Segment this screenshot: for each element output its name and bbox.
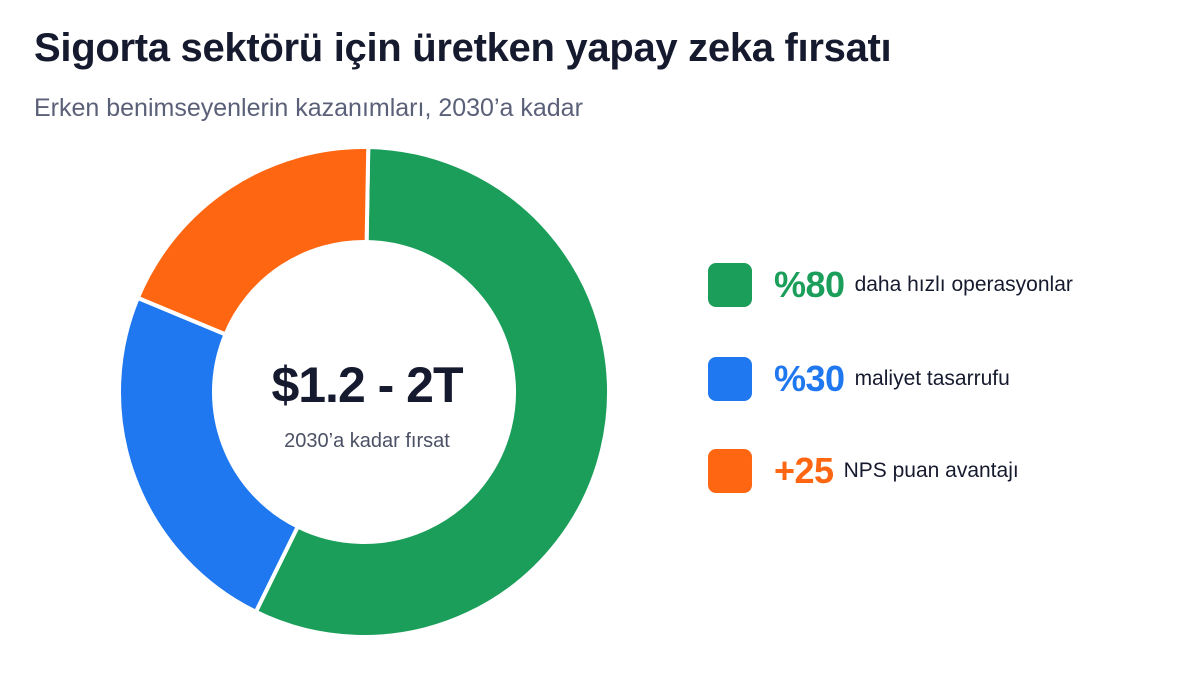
legend-label: daha hızlı operasyonlar xyxy=(854,273,1073,296)
legend-item-nps: +25 NPS puan avantajı xyxy=(708,448,1019,494)
legend-value: +25 xyxy=(774,450,834,491)
donut-slice-operations xyxy=(253,145,611,639)
legend-label: maliyet tasarrufu xyxy=(854,367,1010,390)
center-value: $1.2 - 2T xyxy=(271,357,463,413)
legend-value: %30 xyxy=(774,358,845,399)
center-caption: 2030’a kadar fırsat xyxy=(284,430,450,452)
donut-slice-cost-savings xyxy=(117,295,300,614)
legend-label: NPS puan avantajı xyxy=(843,459,1019,482)
donut-slice-nps xyxy=(135,145,371,337)
legend-item-operations: %80 daha hızlı operasyonlar xyxy=(708,262,1073,308)
legend-value: %80 xyxy=(774,264,845,305)
legend-swatch-green xyxy=(708,263,752,307)
page-title: Sigorta sektörü için üretken yapay zeka … xyxy=(34,26,892,70)
legend-swatch-blue xyxy=(708,357,752,401)
legend-item-cost-savings: %30 maliyet tasarrufu xyxy=(708,356,1010,402)
page-subtitle: Erken benimseyenlerin kazanımları, 2030’… xyxy=(34,94,583,122)
legend-swatch-orange xyxy=(708,449,752,493)
